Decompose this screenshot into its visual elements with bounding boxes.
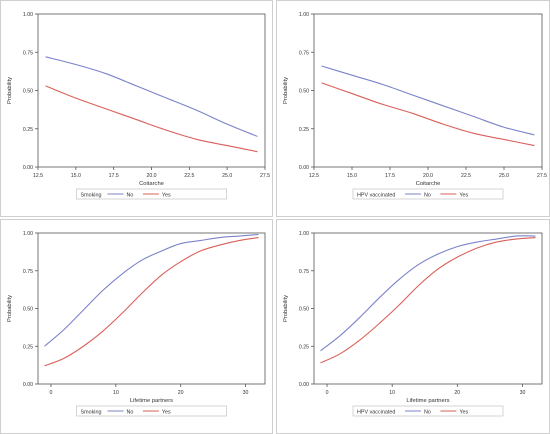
x-tick-label: 0 xyxy=(326,390,329,396)
y-tick-label: 0.50 xyxy=(23,89,33,95)
y-tick-label: 1.00 xyxy=(23,12,33,18)
legend-label-yes: Yes xyxy=(459,193,468,199)
x-tick-label: 30 xyxy=(243,390,249,396)
series-line-no xyxy=(320,235,536,352)
x-tick-label: 12.5 xyxy=(33,173,43,179)
legend-label-no: No xyxy=(424,410,431,416)
chart-panel: 0.00 0.25 0.50 0.75 1.00 12.5 15.0 17.5 20.0 22.5… xyxy=(276,0,550,217)
y-tick-label: 0.00 xyxy=(23,165,33,171)
x-tick-label: 0 xyxy=(50,390,53,396)
y-tick-label: 1.00 xyxy=(299,231,309,237)
y-axis-label: Probability xyxy=(7,295,13,322)
x-axis-label: Lifetime partners xyxy=(130,398,173,404)
x-tick-label: 12.5 xyxy=(309,173,319,179)
series-line-no xyxy=(321,65,535,136)
chart-panel: 0.00 0.25 0.50 0.75 1.00 0 10 20 30 Lifetime part… xyxy=(276,219,550,434)
series-line-yes xyxy=(44,236,259,367)
legend: HPV vaccinated No Yes xyxy=(352,405,504,417)
x-tick-label: 20.0 xyxy=(423,173,433,179)
panel-border xyxy=(276,0,550,217)
series-line-yes xyxy=(320,236,536,364)
legend-title: Smoking xyxy=(81,410,102,416)
y-tick-label: 0.50 xyxy=(23,307,33,313)
legend-title: HPV vaccinated xyxy=(357,193,395,199)
y-tick-label: 0.75 xyxy=(23,269,33,275)
legend-label-yes: Yes xyxy=(162,193,171,199)
x-tick-label: 30 xyxy=(520,390,526,396)
panel-border xyxy=(0,0,273,217)
x-tick-label: 10 xyxy=(389,390,395,396)
y-tick-label: 0.00 xyxy=(299,165,309,171)
x-axis-label: Coitarche xyxy=(416,181,441,187)
series-line-no xyxy=(45,56,258,137)
y-tick-label: 1.00 xyxy=(299,12,309,18)
y-axis-label: Probability xyxy=(7,77,13,104)
x-tick-label: 15.0 xyxy=(71,173,81,179)
legend-title: Smoking xyxy=(81,193,102,199)
legend-box xyxy=(352,405,504,417)
legend-title: HPV vaccinated xyxy=(357,410,395,416)
y-tick-label: 0.75 xyxy=(299,269,309,275)
legend-label-yes: Yes xyxy=(162,410,171,416)
series-line-no xyxy=(44,233,259,347)
legend-label-no: No xyxy=(127,410,134,416)
y-tick-label: 0.25 xyxy=(23,127,33,133)
x-tick-label: 27.5 xyxy=(537,173,547,179)
y-tick-label: 1.00 xyxy=(23,231,33,237)
x-axis-label: Coitarche xyxy=(139,181,164,187)
legend-label-no: No xyxy=(127,193,134,199)
panel-border xyxy=(276,219,550,434)
x-tick-label: 22.5 xyxy=(184,173,194,179)
y-tick-label: 0.00 xyxy=(299,382,309,388)
y-tick-label: 0.25 xyxy=(23,344,33,350)
x-tick-label: 25.0 xyxy=(222,173,232,179)
series-line-yes xyxy=(321,82,535,147)
y-tick-label: 0.75 xyxy=(299,50,309,56)
chart-panel: 0.00 0.25 0.50 0.75 1.00 12.5 15.0 17.5 20.0 22.5… xyxy=(0,0,273,217)
legend: HPV vaccinated No Yes xyxy=(352,188,504,200)
y-tick-label: 0.50 xyxy=(299,307,309,313)
x-tick-label: 27.5 xyxy=(260,173,270,179)
x-tick-label: 20 xyxy=(454,390,460,396)
y-tick-label: 0.00 xyxy=(23,382,33,388)
x-tick-label: 25.0 xyxy=(499,173,509,179)
x-tick-label: 10 xyxy=(113,390,119,396)
series-line-yes xyxy=(45,85,258,153)
chart-panel: 0.00 0.25 0.50 0.75 1.00 0 10 20 30 Lifetime part… xyxy=(0,219,273,434)
legend-label-yes: Yes xyxy=(459,410,468,416)
y-tick-label: 0.50 xyxy=(299,89,309,95)
y-axis-label: Probability xyxy=(283,77,289,104)
legend: Smoking No Yes xyxy=(76,188,227,200)
legend-label-no: No xyxy=(424,193,431,199)
panel-border xyxy=(0,219,273,434)
y-tick-label: 0.25 xyxy=(299,127,309,133)
legend-box xyxy=(352,188,504,200)
x-tick-label: 20.0 xyxy=(146,173,156,179)
x-tick-label: 15.0 xyxy=(347,173,357,179)
x-tick-label: 22.5 xyxy=(461,173,471,179)
y-tick-label: 0.25 xyxy=(299,344,309,350)
x-axis-label: Lifetime partners xyxy=(406,398,449,404)
legend: Smoking No Yes xyxy=(76,405,227,417)
x-tick-label: 20 xyxy=(178,390,184,396)
x-tick-label: 17.5 xyxy=(385,173,395,179)
x-tick-label: 17.5 xyxy=(109,173,119,179)
y-tick-label: 0.75 xyxy=(23,50,33,56)
y-axis-label: Probability xyxy=(283,295,289,322)
